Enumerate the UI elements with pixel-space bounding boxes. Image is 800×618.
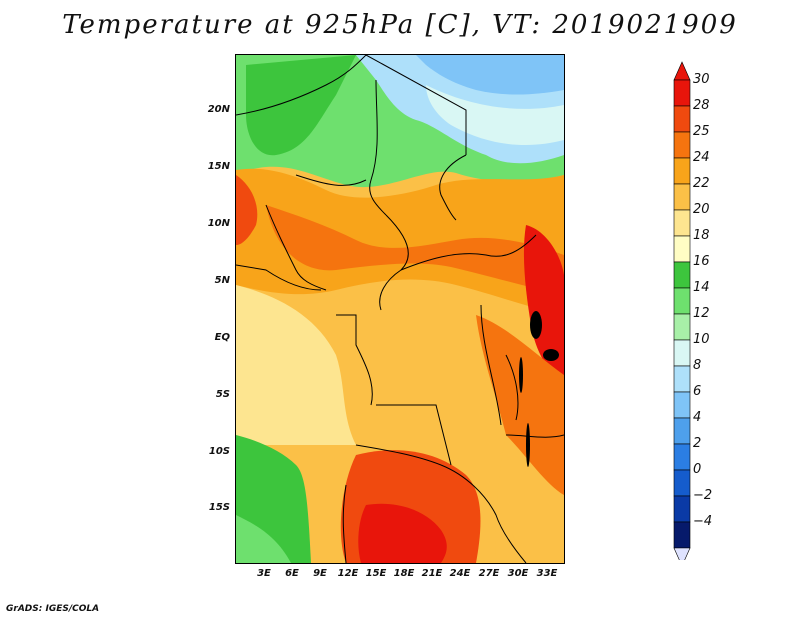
color-legend [673,61,691,560]
legend-swatch [673,339,691,367]
lat-label: 20N [207,104,230,115]
field-green-dark-north [246,55,356,156]
field-pale-ne [426,85,564,145]
legend-swatch [673,495,691,523]
lon-label: 30E [507,568,529,579]
field-hot-band [266,205,564,295]
legend-swatch [673,79,691,107]
lat-label: 5S [215,389,230,400]
legend-swatch [673,209,691,237]
lat-label: 15S [208,502,230,513]
map-canvas [236,55,564,563]
lon-label: 9E [313,568,327,579]
legend-label: 2 [693,436,702,451]
legend-label: 6 [693,384,702,399]
field-green-sw-light [236,515,291,563]
field-yellow-coast [236,285,356,445]
legend-label: 16 [693,254,710,269]
field-red-south [358,503,447,563]
legend-swatch [673,417,691,445]
legend-swatch [673,235,691,263]
legend-swatch [673,131,691,159]
legend-label: 25 [693,124,710,139]
chart-title: Temperature at 925hPa [C], VT: 201902190… [62,10,738,40]
legend-swatch [673,521,691,549]
legend-label: 14 [693,280,710,295]
legend-swatch [673,261,691,289]
legend-swatch [673,391,691,419]
lat-label: 5N [214,275,230,286]
legend-label: 28 [693,98,710,113]
legend-top-arrow [673,61,691,81]
field-yellow-se [495,435,564,563]
lon-label: 33E [536,568,558,579]
lakes [519,311,559,467]
legend-swatch [673,183,691,211]
legend-swatches [673,61,691,560]
lon-label: 18E [393,568,415,579]
field-orange-east [476,315,564,515]
field-red-west [236,175,258,245]
legend-label: 12 [693,306,710,321]
lon-label: 24E [449,568,471,579]
legend-label: 4 [693,410,702,425]
legend-label: 22 [693,176,710,191]
lon-label: 3E [257,568,271,579]
lat-label: 10S [208,446,230,457]
lat-label: 15N [207,161,230,172]
legend-swatch [673,157,691,185]
lon-label: 12E [337,568,359,579]
legend-label: −2 [693,488,713,503]
legend-label: −4 [693,514,713,529]
field-blue-ne [416,55,564,95]
legend-swatch [673,105,691,133]
legend-swatch [673,287,691,315]
legend-label: 10 [693,332,710,347]
legend-bottom-arrow [673,547,691,560]
legend-label: 8 [693,358,702,373]
lon-label: 15E [365,568,387,579]
credit-text: GrADS: IGES/COLA [6,604,100,614]
lon-label: 21E [421,568,443,579]
country-borders [236,55,564,563]
legend-swatch [673,313,691,341]
legend-swatch [673,443,691,471]
lat-label: 10N [207,218,230,229]
lat-label: EQ [214,332,230,343]
legend-label: 18 [693,228,710,243]
legend-swatch [673,469,691,497]
temperature-map [235,54,565,564]
legend-label: 0 [693,462,702,477]
legend-label: 20 [693,202,710,217]
field-orange-band [236,168,564,315]
legend-swatch [673,365,691,393]
legend-label: 30 [693,72,710,87]
lon-label: 27E [478,568,500,579]
field-red-east [523,225,564,385]
legend-label: 24 [693,150,710,165]
lon-label: 6E [285,568,299,579]
